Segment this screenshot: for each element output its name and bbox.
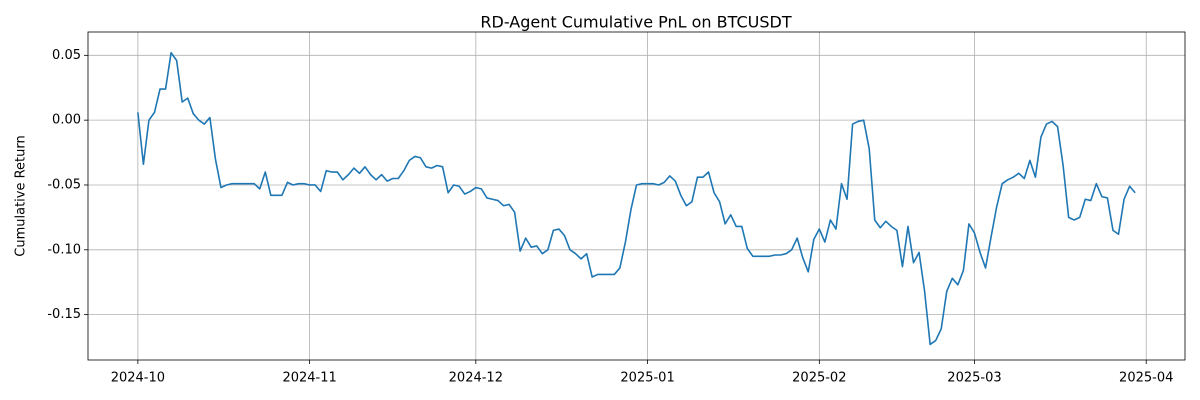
- x-tick-label: 2024-12: [449, 371, 503, 386]
- y-tick-label: 0.00: [52, 113, 81, 128]
- y-tick-label: -0.10: [47, 242, 81, 257]
- y-tick-label: -0.15: [47, 307, 81, 322]
- plot-frame: [87, 31, 1186, 361]
- x-tick-label: 2024-11: [282, 371, 336, 386]
- data-line: [137, 51, 1136, 346]
- x-tick-label: 2025-02: [792, 371, 846, 386]
- x-tick-label: 2025-01: [620, 371, 674, 386]
- x-tick-label: 2025-04: [1119, 371, 1173, 386]
- y-tick-label: 0.05: [52, 48, 81, 63]
- y-axis-label: Cumulative Return: [14, 135, 29, 256]
- x-tick-label: 2025-03: [947, 371, 1001, 386]
- x-tick-label: 2024-10: [111, 371, 165, 386]
- chart-title: RD-Agent Cumulative PnL on BTCUSDT: [480, 13, 791, 32]
- y-tick-label: -0.05: [47, 177, 81, 192]
